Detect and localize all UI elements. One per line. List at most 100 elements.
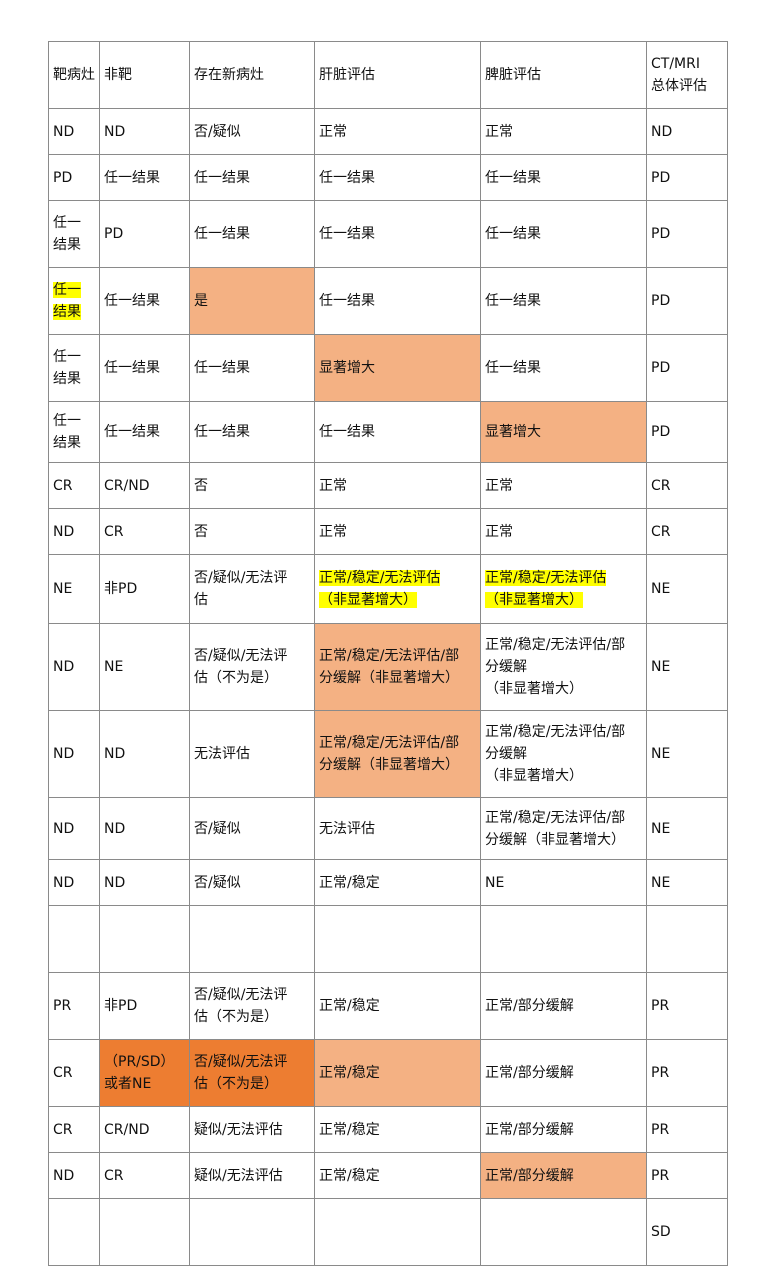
table-row: CR CR/ND 否 正常 正常 CR [48, 462, 728, 509]
cell-text: 否/疑似 [194, 874, 241, 891]
cell-new-lesion: 否/疑似 [189, 108, 315, 155]
cell-text: CR [651, 477, 671, 494]
cell-spleen: 正常 [480, 108, 647, 155]
header-row: 靶病灶 非靶 存在新病灶 肝脏评估 脾脏评估 CT/MRI 总体评估 [48, 41, 728, 109]
header-new-lesion: 存在新病灶 [189, 41, 315, 109]
cell-text: CR [53, 1065, 73, 1081]
highlighted-text: 任一 结果 [53, 282, 81, 320]
cell-spleen: 任一结果 [480, 334, 647, 402]
cell-target-lesion: ND [48, 1152, 100, 1199]
cell-text: 任一结果 [319, 424, 375, 440]
cell-target-lesion: NE [48, 554, 100, 624]
cell-liver: 正常 [314, 462, 481, 509]
table-row: 任一 结果 任一结果 是 任一结果 任一结果 PD [48, 267, 728, 335]
cell-spleen: 正常/稳定/无法评估 （非显著增大） [480, 554, 647, 624]
cell-text: 任一结果 [104, 293, 160, 309]
cell-text: ND [104, 874, 126, 891]
cell-text: 正常/稳定/无法评估/部 分缓解（非显著增大） [319, 648, 460, 686]
table-body: 靶病灶 非靶 存在新病灶 肝脏评估 脾脏评估 CT/MRI 总体评估 ND ND 否/疑似 正常正… [48, 41, 728, 1266]
cell-text: 正常/部分缓解 [485, 1065, 574, 1081]
cell-spleen: 显著增大 [480, 401, 647, 463]
cell-text: CR [651, 523, 671, 540]
cell-text: 正常/稳定/无法评估/部 分缓解 （非显著增大） [485, 724, 626, 784]
cell-liver [314, 905, 481, 973]
cell-overall: PD [646, 200, 728, 268]
cell-text: 任一结果 [104, 360, 160, 376]
cell-target-lesion: 任一 结果 [48, 200, 100, 268]
cell-text: 任一 结果 [53, 349, 81, 387]
ct-mri-assessment-table: 靶病灶 非靶 存在新病灶 肝脏评估 脾脏评估 CT/MRI 总体评估 ND ND 否/疑似 正常正… [48, 41, 728, 1266]
cell-new-lesion: 任一结果 [189, 401, 315, 463]
cell-text: 否/疑似 [194, 820, 241, 837]
cell-new-lesion: 否/疑似 [189, 859, 315, 906]
cell-spleen: 正常/稳定/无法评估/部 分缓解 （非显著增大） [480, 710, 647, 798]
cell-new-lesion: 疑似/无法评估 [189, 1106, 315, 1153]
cell-text: 正常/稳定 [319, 1167, 380, 1184]
cell-text: 任一结果 [194, 360, 250, 376]
cell-text: ND [651, 123, 673, 140]
cell-text: 正常/稳定/无法评估/部 分缓解 （非显著增大） [485, 637, 626, 697]
cell-text: PD [651, 169, 671, 186]
cell-text: 显著增大 [319, 360, 375, 376]
cell-text: 正常 [319, 123, 347, 140]
cell-liver: 正常/稳定 [314, 1152, 481, 1199]
cell-liver: 正常/稳定 [314, 972, 481, 1040]
cell-target-lesion: PD [48, 154, 100, 201]
cell-liver: 任一结果 [314, 154, 481, 201]
cell-non-target: CR/ND [99, 462, 190, 509]
cell-target-lesion: ND [48, 508, 100, 555]
cell-liver: 任一结果 [314, 200, 481, 268]
cell-text: 正常 [485, 477, 513, 494]
cell-text: NE [651, 820, 671, 837]
cell-target-lesion: CR [48, 462, 100, 509]
cell-new-lesion: 疑似/无法评估 [189, 1152, 315, 1199]
table-row: NE 非PD 否/疑似/无法评 估正常/稳定/无法评估 （非显著增大） 正常/稳定/无… [48, 554, 728, 624]
cell-text: 正常/部分缓解 [485, 1121, 574, 1138]
cell-non-target: ND [99, 797, 190, 860]
table-row [48, 905, 728, 973]
cell-text: 正常 [319, 477, 347, 494]
cell-text: 否/疑似/无法评 估（不为是） [194, 1054, 288, 1092]
cell-text: ND [53, 874, 75, 891]
cell-text: ND [104, 820, 126, 837]
cell-text: 任一结果 [319, 169, 375, 186]
cell-spleen: 任一结果 [480, 267, 647, 335]
cell-text: PD [651, 360, 671, 376]
cell-text: 正常 [485, 123, 513, 140]
cell-spleen: NE [480, 859, 647, 906]
cell-non-target: 任一结果 [99, 154, 190, 201]
cell-overall: PR [646, 972, 728, 1040]
cell-text: NE [53, 581, 73, 597]
cell-text: 任一结果 [104, 424, 160, 440]
cell-new-lesion: 否/疑似/无法评 估（不为是） [189, 1039, 315, 1107]
cell-target-lesion: CR [48, 1106, 100, 1153]
cell-non-target [99, 1198, 190, 1266]
header-spleen: 脾脏评估 [480, 41, 647, 109]
table-row: ND NE 否/疑似/无法评 估（不为是） 正常/稳定/无法评估/部 分缓解（非显著增… [48, 623, 728, 711]
cell-text: ND [53, 1167, 75, 1184]
cell-spleen: 正常/部分缓解 [480, 1152, 647, 1199]
cell-text: CR [104, 523, 124, 540]
cell-text: 任一 结果 [53, 413, 81, 451]
cell-text: 任一结果 [485, 169, 541, 186]
cell-non-target: NE [99, 623, 190, 711]
table-row: ND CR 否 正常 正常 CR [48, 508, 728, 555]
cell-text: 无法评估 [194, 746, 250, 762]
cell-new-lesion: 无法评估 [189, 710, 315, 798]
cell-text: 正常 [485, 523, 513, 540]
cell-text: CR [53, 1121, 73, 1138]
cell-spleen: 正常/部分缓解 [480, 972, 647, 1040]
cell-liver: 正常/稳定/无法评估/部 分缓解（非显著增大） [314, 710, 481, 798]
table-row: ND CR 疑似/无法评估 正常/稳定 正常/部分缓解 PR [48, 1152, 728, 1199]
table-row: PD 任一结果 任一结果 任一结果 任一结果 PD [48, 154, 728, 201]
cell-new-lesion: 否/疑似/无法评 估（不为是） [189, 623, 315, 711]
cell-text: PD [104, 226, 124, 242]
cell-text: 正常/稳定 [319, 998, 380, 1014]
cell-liver: 正常/稳定 [314, 1106, 481, 1153]
cell-new-lesion: 否/疑似 [189, 797, 315, 860]
cell-text: 否/疑似/无法评 估（不为是） [194, 987, 288, 1025]
cell-overall: NE [646, 710, 728, 798]
table-row: CR （PR/SD） 或者NE 否/疑似/无法评 估（不为是） 正常/稳定 正常/部分… [48, 1039, 728, 1107]
cell-overall: SD [646, 1198, 728, 1266]
cell-overall: NE [646, 623, 728, 711]
